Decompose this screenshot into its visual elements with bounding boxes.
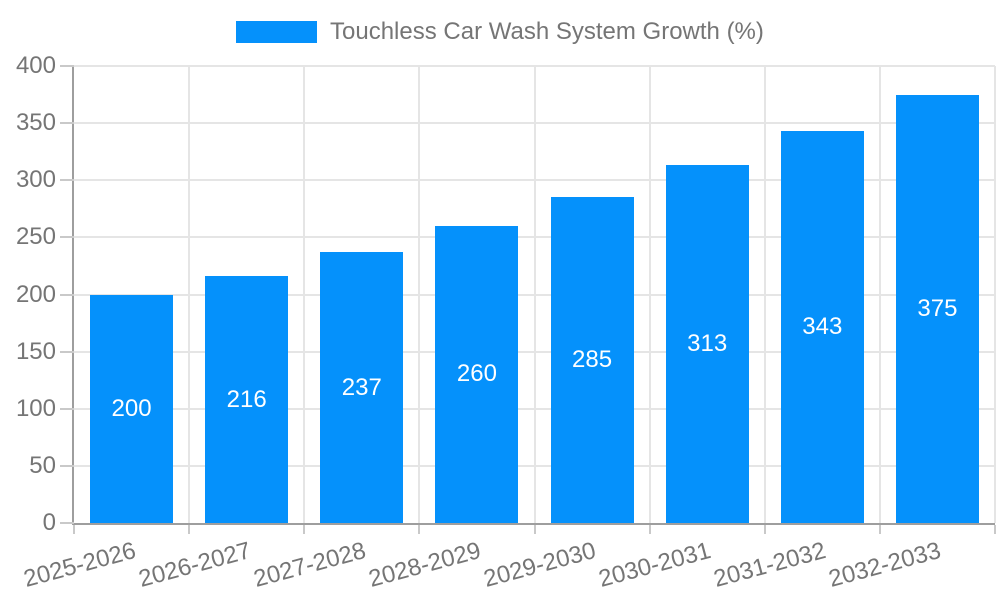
bar-value-label: 237 — [341, 373, 382, 401]
y-tick-label: 0 — [42, 509, 56, 536]
x-axis-tick — [303, 525, 306, 534]
x-gridline — [994, 66, 996, 523]
y-tick-label: 400 — [15, 52, 56, 79]
bar-2029-2030: 285 — [550, 197, 634, 523]
x-axis-tick — [763, 525, 766, 534]
y-axis-tick — [60, 122, 74, 125]
x-gridline — [763, 66, 766, 523]
x-gridline — [878, 66, 881, 523]
x-axis-tick — [648, 525, 651, 534]
bar-value-label: 285 — [572, 346, 613, 374]
y-tick-label: 200 — [15, 280, 56, 308]
x-axis-tick — [994, 525, 996, 534]
y-axis-tick — [60, 522, 74, 524]
bar-2031-2032: 343 — [780, 131, 864, 523]
x-gridline — [188, 66, 191, 523]
bar-value-label: 260 — [456, 360, 497, 388]
y-tick-label: 300 — [15, 166, 56, 194]
x-gridline — [418, 66, 421, 523]
y-tick-label: 350 — [15, 109, 56, 137]
y-axis-tick — [60, 350, 74, 353]
legend-color-swatch — [236, 21, 317, 43]
bar-2032-2033: 375 — [895, 94, 979, 523]
y-axis-tick — [60, 179, 74, 182]
y-tick-label: 250 — [15, 223, 56, 251]
bar-value-label: 313 — [687, 330, 728, 358]
x-axis-tick — [878, 525, 881, 534]
bar-2028-2029: 260 — [435, 225, 519, 523]
y-axis-tick — [60, 407, 74, 410]
y-axis-tick — [60, 236, 74, 239]
y-axis-tick — [60, 464, 74, 467]
bar-2025-2026: 200 — [90, 294, 174, 523]
x-axis-tick — [188, 525, 191, 534]
bar-value-label: 200 — [111, 394, 152, 422]
x-axis-tick — [73, 525, 75, 534]
y-tick-label: 50 — [29, 451, 56, 479]
x-gridline — [648, 66, 651, 523]
y-axis-tick — [60, 293, 74, 296]
x-gridline — [533, 66, 536, 523]
x-axis-tick — [533, 525, 536, 534]
y-tick-label: 100 — [15, 394, 56, 422]
legend-series-label: Touchless Car Wash System Growth (%) — [330, 18, 764, 45]
plot-area: 200 216 237 260 285 313 343 375 — [72, 65, 996, 525]
x-gridline — [303, 66, 306, 523]
bar-value-label: 343 — [802, 313, 843, 341]
y-tick-label: 150 — [15, 337, 56, 365]
bar-2026-2027: 216 — [205, 276, 289, 523]
bar-2030-2031: 313 — [665, 165, 749, 523]
bar-value-label: 375 — [917, 294, 958, 322]
x-axis-tick — [418, 525, 421, 534]
bar-value-label: 216 — [226, 385, 267, 413]
y-axis-tick — [60, 65, 74, 67]
chart-legend: Touchless Car Wash System Growth (%) — [236, 18, 764, 45]
bar-2027-2028: 237 — [320, 252, 404, 523]
